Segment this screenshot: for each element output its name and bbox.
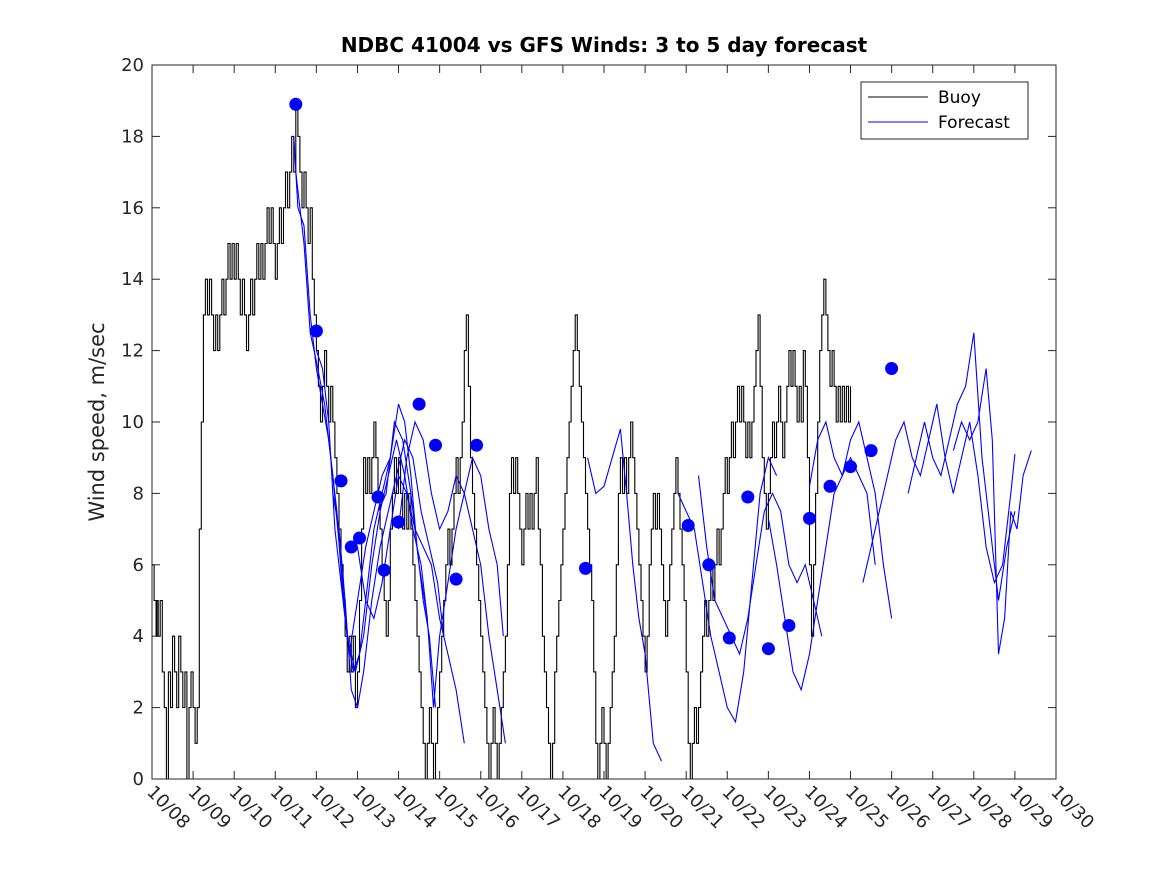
marker-layer	[289, 97, 899, 656]
forecast-point-6	[377, 563, 391, 577]
series-forecast-line-0	[293, 136, 391, 655]
forecast-point-21	[844, 460, 857, 474]
forecast-point-8	[412, 397, 426, 411]
forecast-point-22	[864, 444, 878, 458]
forecast-point-10	[449, 572, 463, 586]
forecast-point-20	[823, 479, 837, 493]
forecast-point-11	[470, 438, 484, 452]
y-tick-label-3: 6	[133, 555, 144, 576]
series-buoy-line	[152, 100, 852, 780]
series-forecast-line-3	[332, 438, 445, 708]
legend: Buoy Forecast	[860, 81, 1029, 140]
forecast-point-1	[309, 324, 323, 338]
forecast-point-14	[702, 558, 716, 572]
forecast-point-0	[289, 97, 303, 111]
forecast-point-17	[761, 642, 775, 656]
y-tick-label-9: 18	[121, 126, 144, 147]
series-forecast-line-6	[397, 420, 506, 744]
legend-box	[860, 81, 1029, 140]
forecast-point-13	[681, 519, 695, 532]
series-forecast-line-7	[587, 428, 662, 762]
forecast-point-7	[392, 515, 405, 529]
legend-label-forecast: Forecast	[938, 113, 1010, 133]
forecast-point-3	[344, 540, 358, 554]
series-forecast-line-12	[862, 403, 1016, 585]
forecast-point-18	[782, 619, 796, 632]
chart-title: NDBC 41004 vs GFS Winds: 3 to 5 day fore…	[341, 33, 868, 57]
y-tick-label-10: 20	[121, 55, 144, 76]
forecast-point-4	[353, 531, 366, 545]
forecast-point-2	[334, 474, 348, 488]
series-forecast-line-9	[697, 475, 823, 656]
legend-label-buoy: Buoy	[938, 88, 981, 108]
y-tick-label-5: 10	[121, 412, 144, 433]
series-forecast-line-14	[952, 368, 1032, 655]
forecast-point-12	[579, 561, 592, 575]
forecast-point-16	[741, 490, 755, 504]
y-tick-label-8: 16	[121, 198, 144, 219]
series-layer	[152, 100, 1032, 780]
series-forecast-line-8	[677, 456, 778, 724]
y-tick-label-2: 4	[133, 626, 144, 647]
forecast-point-23	[885, 362, 899, 375]
y-tick-label-1: 2	[133, 698, 144, 719]
y-tick-label-4: 8	[133, 483, 144, 504]
forecast-point-5	[371, 490, 385, 504]
y-axis-label: Wind speed, m/sec	[85, 322, 109, 521]
plot-area	[152, 65, 1056, 779]
forecast-point-19	[803, 511, 816, 525]
series-forecast-line-4	[356, 473, 465, 744]
y-tick-label-0: 0	[133, 769, 144, 790]
forecast-point-9	[429, 438, 442, 452]
forecast-point-15	[722, 631, 736, 645]
y-tick-label-6: 12	[121, 341, 144, 362]
series-forecast-line-5	[377, 419, 504, 708]
y-tick-label-7: 14	[121, 269, 144, 290]
